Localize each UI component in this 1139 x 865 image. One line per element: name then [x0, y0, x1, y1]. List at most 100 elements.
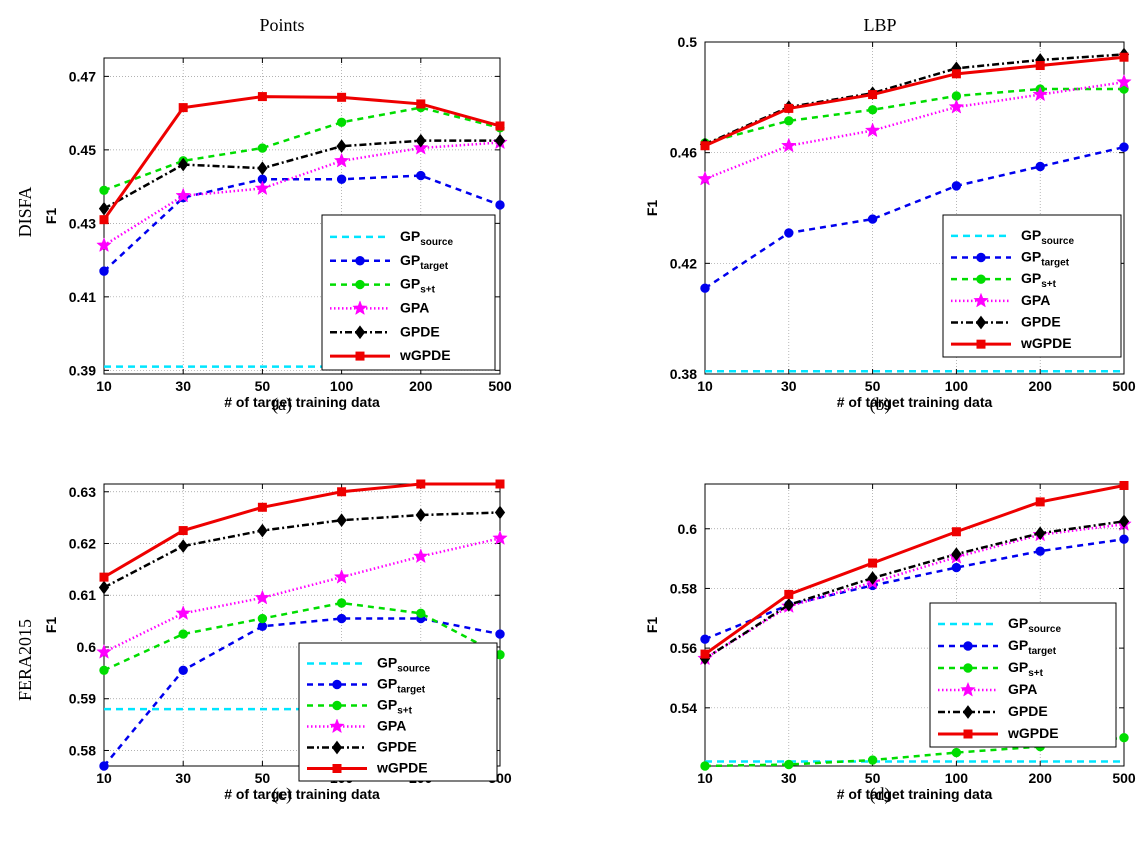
x-axis-label: # of target training data: [224, 394, 380, 410]
legend-marker: [355, 256, 365, 266]
data-point: [1116, 73, 1132, 89]
legend-box: [321, 214, 496, 371]
data-point: [868, 90, 878, 100]
series-line: [103, 601, 501, 672]
data-point: [494, 505, 506, 520]
data-point: [99, 215, 109, 225]
x-tick-label: 100: [945, 378, 969, 394]
y-axis-label: F1: [644, 617, 660, 634]
column-title-lbp: LBP: [863, 15, 896, 35]
data-point: [333, 568, 350, 584]
data-point: [99, 761, 109, 771]
chart-panel-1: 0.38 0.42 0.46 0.5 10 30 50 100 200 500 # of targe…: [644, 34, 1136, 415]
y-tick-label: 0.58: [670, 580, 697, 596]
y-axis-label: F1: [644, 200, 660, 217]
data-point: [178, 539, 189, 553]
data-point: [336, 613, 347, 624]
data-point: [783, 598, 794, 612]
x-tick-label: 30: [175, 378, 191, 394]
legend-marker: [963, 729, 973, 739]
plot-area: [704, 483, 1125, 767]
data-point: [333, 152, 350, 168]
data-point: [700, 141, 710, 151]
y-tick-label: 0.42: [670, 255, 697, 271]
y-tick-label: 0.46: [670, 145, 697, 161]
data-point: [495, 200, 505, 210]
chart-panel-3: 0.54 0.56 0.58 0.6 10 30 50 100 200 500 # of targe…: [644, 480, 1136, 805]
x-tick-label: 50: [865, 378, 881, 394]
data-point: [697, 170, 713, 186]
data-point: [1119, 52, 1129, 62]
x-tick-label: 10: [96, 378, 112, 394]
y-tick-label: 0.62: [69, 536, 96, 552]
series-wGPDE: [700, 52, 1129, 151]
legend-marker: [332, 679, 342, 690]
legend-marker: [976, 252, 986, 263]
series-GPDE: [98, 505, 506, 595]
x-axis-label: # of target training data: [224, 786, 380, 802]
legend-marker: [963, 663, 973, 673]
x-tick-label: 30: [175, 770, 191, 786]
x-tick-label: 100: [330, 378, 354, 394]
data-point: [416, 608, 426, 619]
row-title-disfa: DISFA: [15, 187, 35, 238]
data-point: [784, 103, 794, 113]
data-point: [781, 137, 797, 153]
data-point: [175, 187, 191, 203]
data-point: [413, 548, 429, 564]
data-point: [336, 174, 347, 184]
series-line: [103, 174, 501, 273]
legend-label: GPDE: [377, 739, 417, 755]
data-point: [868, 558, 878, 568]
series-line: [704, 520, 1125, 660]
series-GPs+t: [99, 598, 505, 675]
data-point: [951, 562, 962, 573]
data-point: [784, 589, 794, 599]
panel-caption: (c): [272, 784, 292, 805]
data-point: [416, 479, 426, 489]
data-point: [96, 237, 112, 253]
data-point: [495, 121, 505, 131]
data-point: [254, 589, 271, 605]
x-tick-label: 100: [945, 770, 969, 786]
plot-area: [704, 41, 1125, 375]
x-tick-label: 50: [865, 770, 881, 786]
legend-box: [929, 602, 1117, 748]
legend-marker: [960, 681, 976, 697]
legend-label: GPA: [1008, 681, 1037, 697]
data-point: [99, 572, 109, 582]
data-point: [1035, 497, 1045, 507]
data-point: [178, 157, 189, 172]
series-GPA: [96, 530, 508, 659]
x-tick-label: 50: [255, 770, 271, 786]
series-GPDE: [98, 133, 506, 216]
data-point: [415, 133, 426, 148]
data-point: [492, 530, 508, 545]
data-point: [257, 523, 268, 538]
data-point: [254, 180, 271, 196]
legend-label: GPA: [377, 718, 406, 734]
series-GPDE: [699, 514, 1130, 666]
legend-marker: [975, 315, 987, 330]
series-line: [704, 87, 1124, 145]
series-wGPDE: [99, 479, 505, 582]
data-point: [948, 98, 965, 114]
data-point: [1119, 732, 1129, 743]
x-tick-label: 200: [1029, 770, 1053, 786]
legend-marker: [354, 325, 366, 340]
x-tick-label: 200: [409, 378, 433, 394]
data-point: [175, 605, 191, 620]
series-GPtarget: [700, 142, 1129, 293]
data-point: [415, 508, 426, 522]
data-point: [98, 580, 110, 595]
data-point: [99, 266, 109, 276]
y-tick-label: 0.47: [69, 68, 96, 84]
data-point: [867, 571, 878, 585]
x-tick-label: 50: [255, 378, 271, 394]
y-tick-label: 0.5: [678, 34, 698, 50]
data-point: [784, 228, 794, 238]
x-tick-label: 500: [1112, 770, 1136, 786]
data-point: [495, 629, 505, 639]
